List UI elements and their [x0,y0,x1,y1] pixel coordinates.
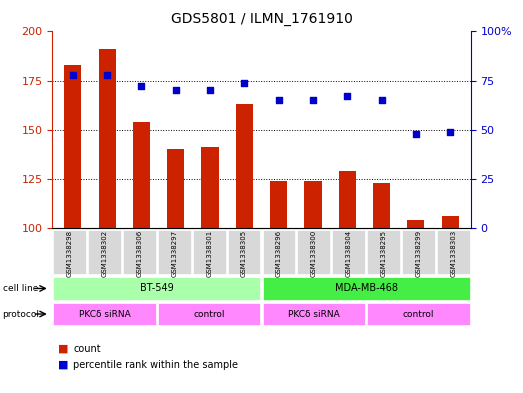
Text: PKCδ siRNA: PKCδ siRNA [79,310,130,318]
Bar [304,181,322,228]
Text: control: control [403,310,434,318]
Text: GDS5801 / ILMN_1761910: GDS5801 / ILMN_1761910 [170,12,353,26]
Text: ■: ■ [58,360,68,369]
Text: count: count [73,344,101,354]
Point [137,83,145,90]
Text: MDA-MB-468: MDA-MB-468 [335,283,397,294]
Text: GSM1338303: GSM1338303 [450,230,456,277]
Text: GSM1338297: GSM1338297 [172,230,177,277]
Text: PKCδ siRNA: PKCδ siRNA [288,310,339,318]
Bar [441,216,459,228]
Point [446,129,454,135]
Bar [99,49,116,228]
Bar [64,65,82,228]
Point [378,97,386,103]
Text: GSM1338299: GSM1338299 [415,230,422,277]
Text: GSM1338302: GSM1338302 [101,230,108,277]
Point [69,72,77,78]
Text: control: control [194,310,225,318]
Point [103,72,111,78]
Point [240,79,248,86]
Point [309,97,317,103]
Point [343,93,351,99]
Text: GSM1338304: GSM1338304 [346,230,351,277]
Text: GSM1338298: GSM1338298 [67,230,73,277]
Bar [133,122,150,228]
Point [206,87,214,94]
Point [275,97,283,103]
Text: percentile rank within the sample: percentile rank within the sample [73,360,238,369]
Text: GSM1338306: GSM1338306 [137,230,142,277]
Bar [407,220,424,228]
Bar [167,149,184,228]
Text: GSM1338300: GSM1338300 [311,230,317,277]
Text: cell line: cell line [3,284,38,293]
Bar [339,171,356,228]
Point [172,87,180,94]
Text: GSM1338301: GSM1338301 [206,230,212,277]
Text: protocol: protocol [3,310,40,318]
Bar [373,183,390,228]
Text: GSM1338296: GSM1338296 [276,230,282,277]
Text: GSM1338305: GSM1338305 [241,230,247,277]
Text: ■: ■ [58,344,68,354]
Bar [201,147,219,228]
Text: BT-549: BT-549 [140,283,174,294]
Bar [270,181,287,228]
Text: GSM1338295: GSM1338295 [381,230,386,277]
Bar [236,104,253,228]
Point [412,130,420,137]
